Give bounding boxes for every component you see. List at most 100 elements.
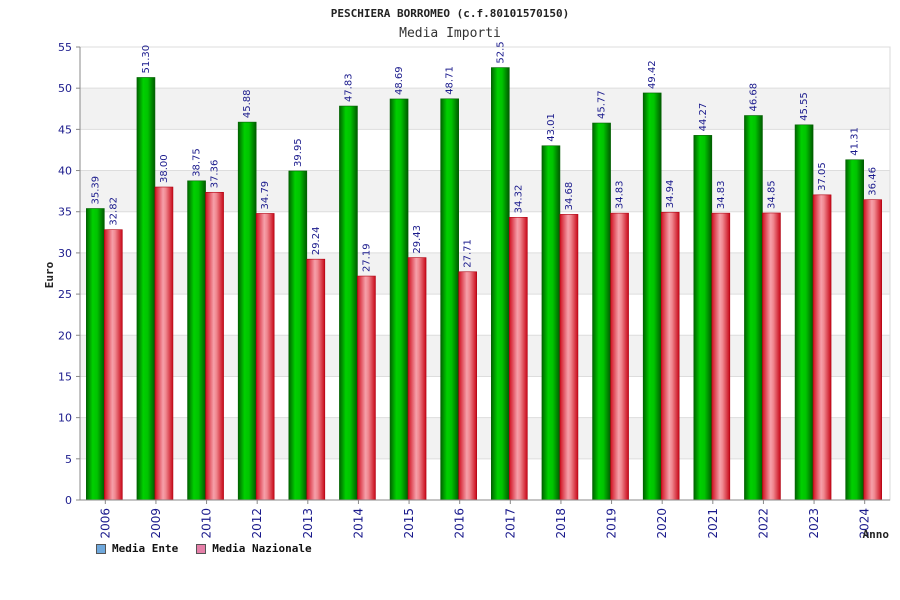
data-label-media-nazionale: 37.36 [210, 160, 221, 189]
data-label-media-ente: 48.71 [445, 66, 456, 95]
chart-subtitle: Media Importi [399, 26, 501, 41]
legend-swatch-media-nazionale [196, 543, 207, 554]
bar-media-nazionale [306, 258, 326, 501]
bar-media-nazionale [660, 211, 680, 501]
bar-media-ente [744, 115, 763, 501]
data-label-media-ente: 39.95 [293, 138, 304, 167]
bar-media-nazionale [711, 212, 731, 501]
x-tick-label: 2015 [402, 508, 416, 539]
bar-media-nazionale [205, 191, 224, 501]
bar-media-ente [339, 105, 358, 501]
x-tick-label: 2010 [200, 508, 214, 539]
chart-title: PESCHIERA BORROMEO (c.f.80101570150) [331, 7, 569, 20]
x-tick-label: 2012 [250, 508, 264, 539]
y-tick-label: 5 [65, 453, 72, 466]
data-label-media-ente: 51.30 [141, 45, 152, 74]
data-label-media-nazionale: 37.05 [817, 162, 828, 191]
data-label-media-ente: 48.69 [394, 66, 405, 95]
y-tick-label: 30 [58, 247, 72, 260]
bar-media-ente [187, 180, 206, 501]
bar-media-ente [86, 208, 105, 501]
data-label-media-nazionale: 34.68 [564, 182, 575, 211]
data-label-media-ente: 43.01 [546, 113, 557, 142]
bar-media-ente [389, 98, 409, 501]
plot-band [80, 47, 890, 89]
y-tick-label: 20 [58, 329, 72, 342]
x-axis-label: Anno [863, 528, 890, 541]
data-label-media-nazionale: 29.24 [311, 227, 322, 256]
y-tick-label: 15 [58, 370, 72, 383]
data-label-media-ente: 38.75 [192, 148, 203, 177]
x-tick-label: 2019 [605, 508, 619, 539]
x-tick-label: 2009 [149, 508, 163, 539]
y-tick-label: 50 [58, 82, 72, 95]
data-label-media-ente: 49.42 [647, 60, 658, 89]
legend-item-media-ente: Media Ente [96, 542, 178, 555]
x-tick-label: 2018 [554, 508, 568, 539]
data-label-media-ente: 47.83 [343, 73, 354, 102]
x-tick-label: 2014 [351, 508, 365, 539]
x-tick-label: 2024 [858, 508, 872, 539]
bar-media-ente [237, 121, 257, 501]
bar-media-nazionale [863, 199, 882, 501]
y-axis: 0 5 10 15 20 25 30 35 40 45 50 55 [58, 41, 81, 507]
legend-item-media-nazionale: Media Nazionale [196, 542, 312, 555]
bar-media-nazionale [255, 213, 275, 501]
data-label-media-nazionale: 36.46 [868, 167, 879, 196]
bar-media-ente [136, 77, 156, 501]
data-label-media-ente: 45.88 [242, 89, 253, 118]
y-tick-label: 25 [58, 288, 72, 301]
bar-media-nazionale [407, 257, 427, 501]
x-tick-label: 2023 [807, 508, 821, 539]
x-tick-label: 2022 [756, 508, 770, 539]
bar-media-nazionale [610, 212, 629, 501]
bar-media-nazionale [509, 217, 528, 501]
bar-media-ente [592, 122, 611, 501]
data-label-media-nazionale: 32.82 [108, 197, 119, 226]
bar-media-nazionale [357, 275, 376, 501]
data-label-media-nazionale: 34.83 [615, 180, 626, 209]
x-tick-label: 2017 [503, 508, 517, 539]
legend-swatch-media-ente [96, 543, 106, 554]
y-tick-label: 40 [58, 165, 72, 178]
data-label-media-nazionale: 27.19 [361, 243, 372, 272]
bar-media-nazionale [559, 214, 579, 501]
bar-media-ente [845, 159, 864, 501]
legend-label-media-nazionale: Media Nazionale [212, 542, 312, 555]
bar-media-ente [491, 67, 510, 501]
y-tick-label: 55 [58, 41, 72, 54]
x-tick-label: 2020 [655, 508, 669, 539]
y-tick-label: 10 [58, 412, 72, 425]
data-label-media-ente: 35.39 [90, 176, 101, 205]
data-label-media-nazionale: 29.43 [412, 225, 423, 254]
plot-band [80, 88, 890, 130]
data-label-media-nazionale: 34.94 [665, 180, 676, 209]
bar-media-ente [693, 135, 713, 501]
x-tick-label: 2013 [301, 508, 315, 539]
data-label-media-nazionale: 34.85 [766, 180, 777, 209]
bars: 35.39 32.82 51.30 38.00 38.75 37.36 45.88 34.79… [86, 41, 882, 501]
bar-media-ente [440, 98, 459, 501]
bar-media-nazionale [812, 194, 832, 501]
data-label-media-nazionale: 34.32 [513, 185, 524, 214]
bar-media-nazionale [458, 271, 477, 501]
bar-media-ente [642, 92, 662, 501]
data-label-media-ente: 46.68 [748, 83, 759, 112]
legend: Media Ente Media Nazionale [96, 542, 312, 555]
data-label-media-nazionale: 34.83 [716, 180, 727, 209]
y-axis-label: Euro [43, 261, 56, 288]
bar-media-nazionale [762, 212, 781, 501]
y-tick-label: 35 [58, 206, 72, 219]
bar-media-ente [541, 145, 561, 501]
y-tick-label: 45 [58, 123, 72, 136]
legend-label-media-ente: Media Ente [112, 542, 179, 555]
y-tick-label: 0 [65, 494, 72, 507]
data-label-media-ente: 41.31 [850, 127, 861, 156]
data-label-media-ente: 52.5 [495, 41, 506, 63]
x-tick-label: 2016 [453, 508, 467, 539]
x-tick-label: 2006 [98, 508, 112, 539]
data-label-media-ente: 45.55 [799, 92, 810, 121]
bar-media-ente [794, 124, 814, 501]
data-label-media-nazionale: 34.79 [260, 181, 271, 210]
